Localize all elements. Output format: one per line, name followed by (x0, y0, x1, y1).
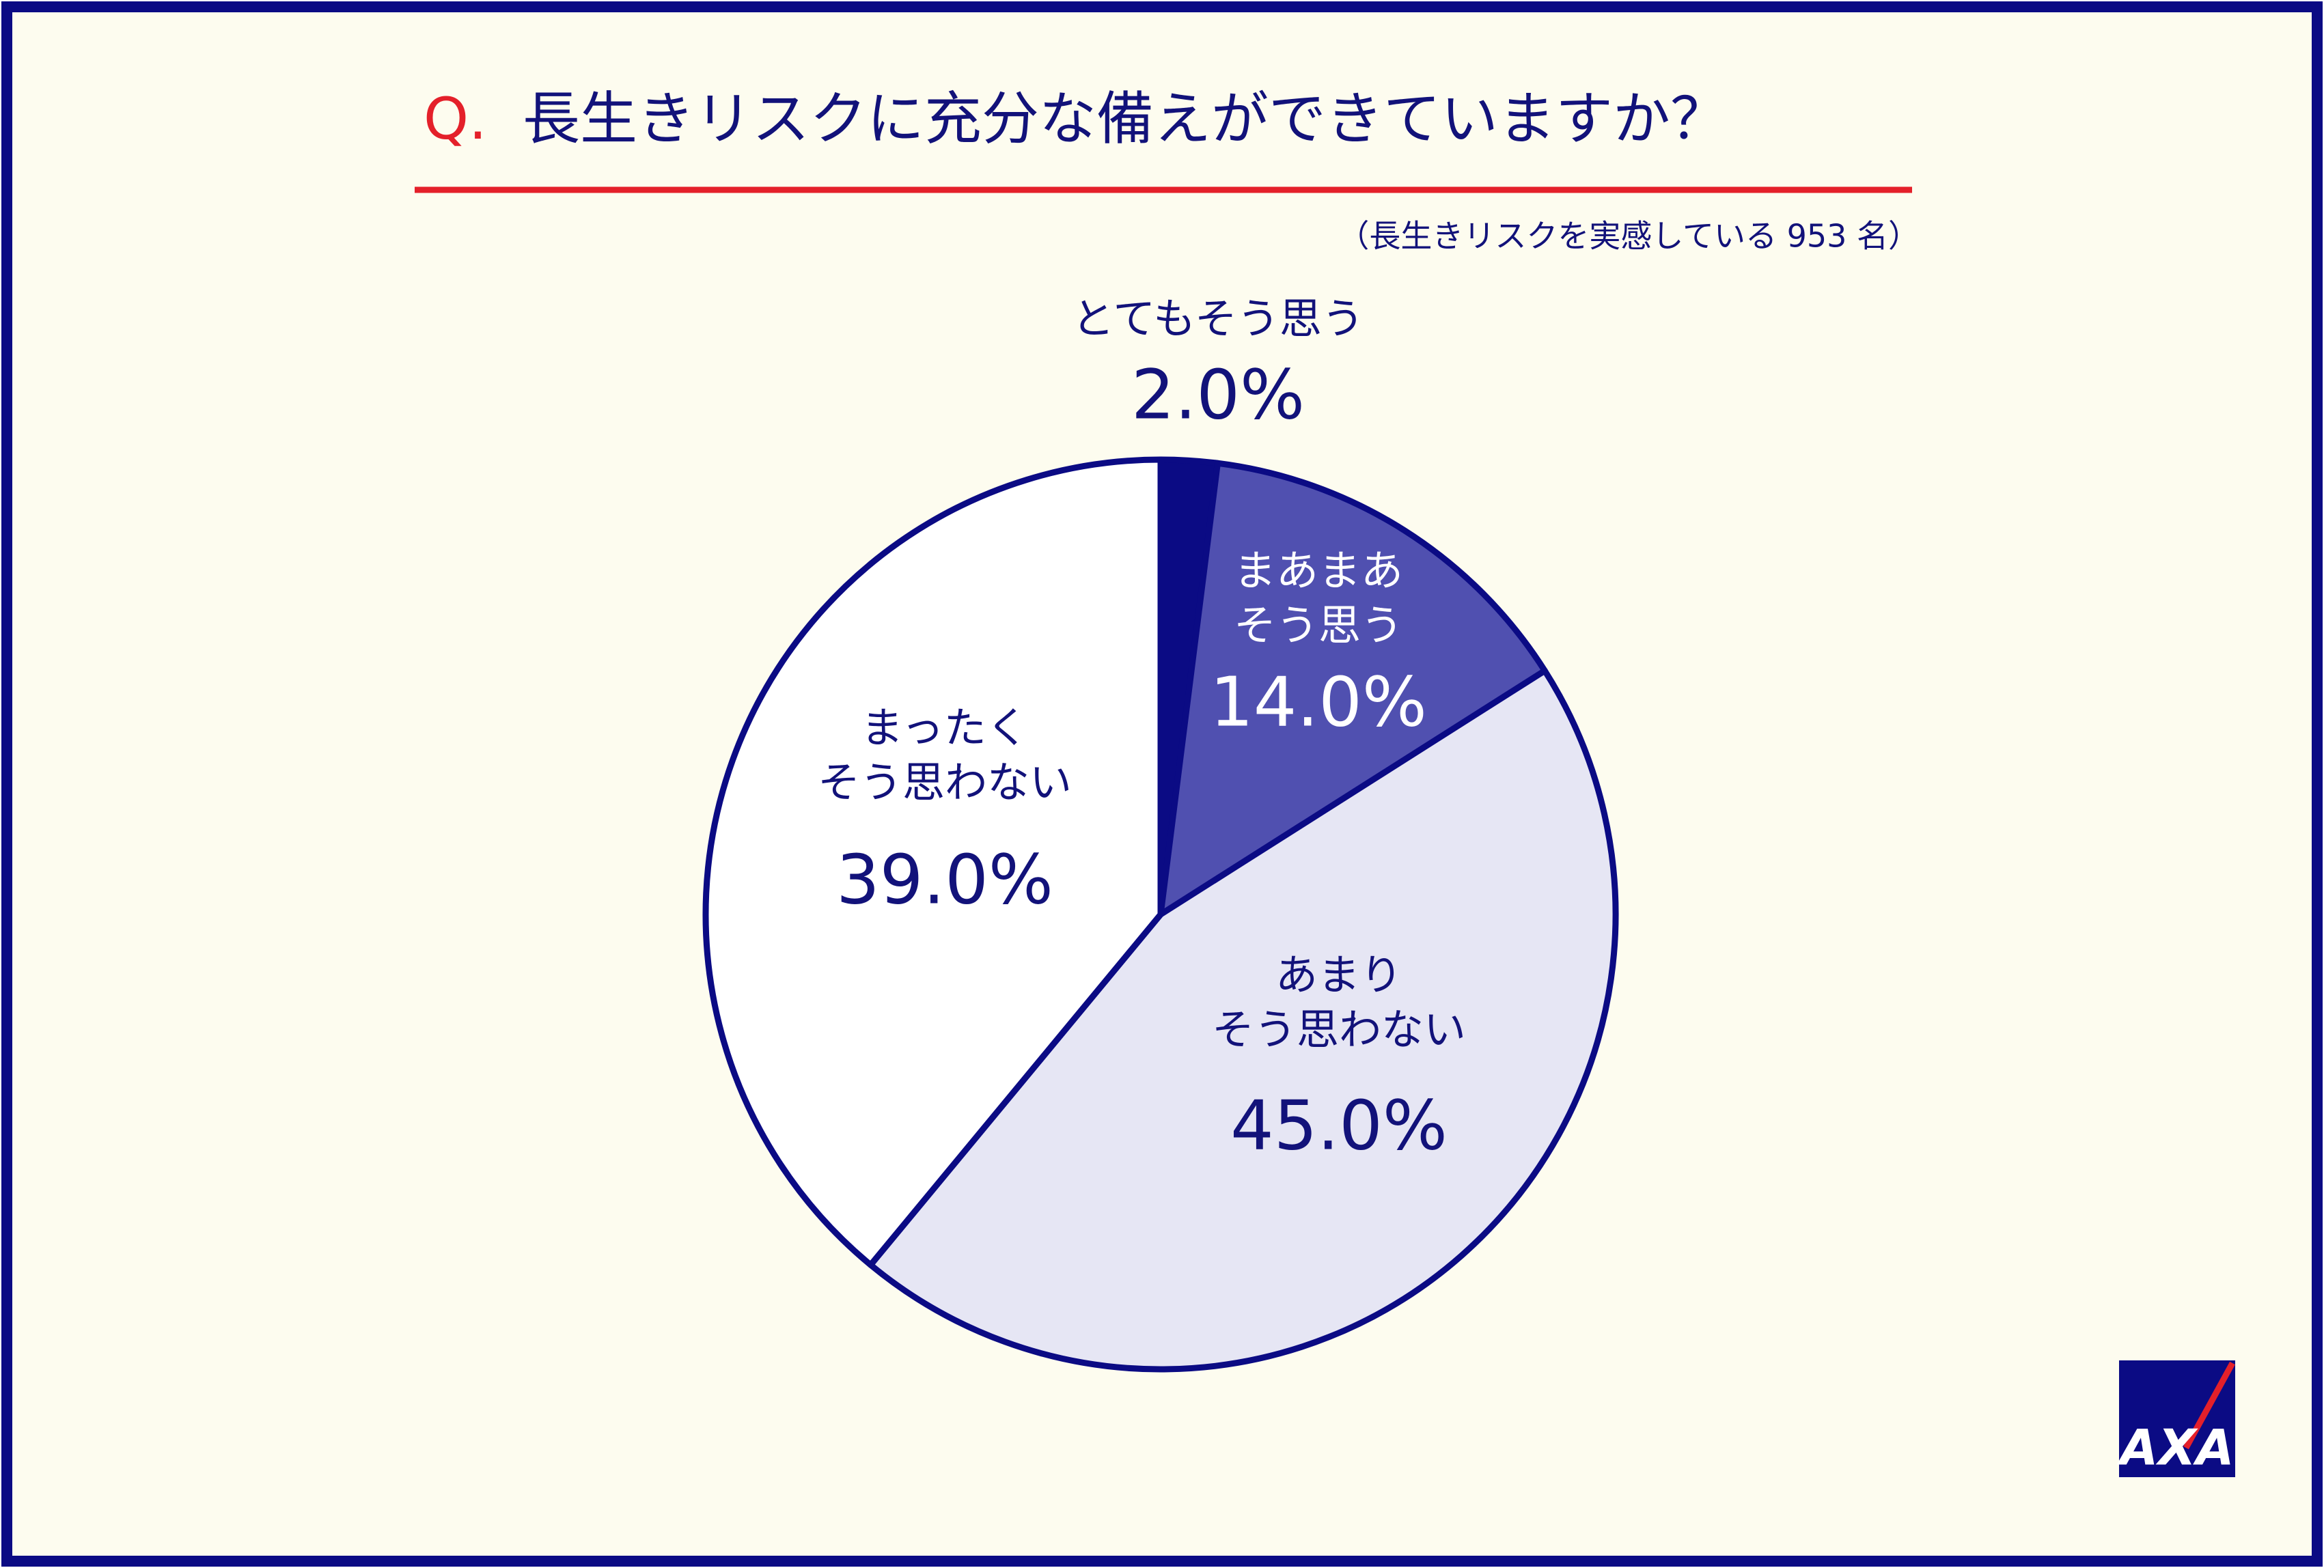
slice-label: そう思う (1234, 600, 1403, 650)
logo: AXA (2117, 1360, 2235, 1477)
pie-slice (867, 667, 1619, 1373)
chart-title: 長生きリスクに充分な備えができていますか？ (523, 85, 1728, 152)
title-prefix: Q. (424, 85, 487, 152)
logo-stripe (2183, 1361, 2235, 1450)
logo-box (2119, 1360, 2235, 1477)
slice-label: そう思わない (1212, 1005, 1466, 1054)
pie-slice (1157, 460, 1548, 918)
value-label: 14.0% (1210, 662, 1427, 742)
value-label: 2.0% (1131, 354, 1305, 434)
slice-label: あまり (1275, 950, 1402, 1000)
slice-label: まあまあ (1234, 546, 1403, 596)
slice-label: そう思わない (818, 757, 1072, 807)
value-label: 39.0% (836, 839, 1053, 919)
value-label: 45.0% (1230, 1085, 1448, 1165)
slice-label: とてもそう思う (1072, 294, 1364, 344)
slice-label: まったく (861, 703, 1029, 753)
pie-slice (702, 456, 1164, 1268)
subtitle: （長生きリスクを実感している 953 名） (1338, 218, 1920, 255)
logo-text: AXA (2117, 1419, 2235, 1476)
